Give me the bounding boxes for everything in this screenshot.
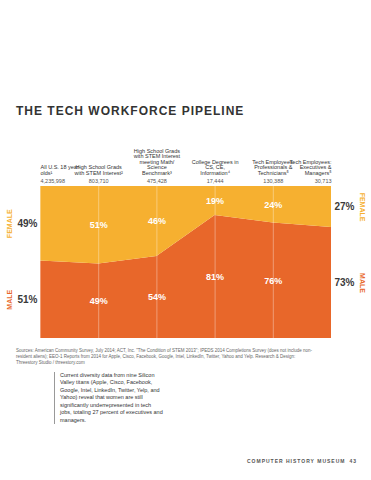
svg-text:High School Gradswith STEM Int: High School Gradswith STEM Interest² (74, 164, 123, 176)
svg-text:130,388: 130,388 (263, 178, 283, 184)
html-text:Sources: American Community Su: Sources: American Community Survey, July… (16, 348, 312, 365)
svg-text:475,428: 475,428 (147, 178, 167, 184)
html-text:THE TECH WORKFORCE PIPELINE: THE TECH WORKFORCE PIPELINE (16, 104, 245, 118)
svg-text:51%: 51% (90, 220, 108, 230)
svg-text:FEMALE: FEMALE (6, 209, 13, 238)
html-text:43: 43 (349, 458, 357, 464)
svg-text:51%: 51% (17, 294, 37, 305)
html-text:COMPUTER HISTORY MUSEUM: COMPUTER HISTORY MUSEUM (247, 458, 346, 464)
svg-text:19%: 19% (206, 196, 224, 206)
svg-text:17,444: 17,444 (207, 178, 224, 184)
svg-text:24%: 24% (264, 200, 282, 210)
svg-text:4,235,998: 4,235,998 (41, 178, 65, 184)
svg-text:49%: 49% (90, 296, 108, 306)
svg-text:MALE: MALE (359, 273, 366, 293)
svg-text:Tech Employees:Professionals &: Tech Employees:Professionals &Technician… (252, 159, 294, 176)
svg-text:803,710: 803,710 (89, 178, 109, 184)
html-text:Current diversity data from ni: Current diversity data from nine Silicon… (60, 372, 163, 423)
svg-text:49%: 49% (17, 218, 37, 229)
html-text:All U.S. 18 year-: All U.S. 18 year- (40, 164, 81, 170)
svg-text:46%: 46% (148, 216, 166, 226)
svg-text:27%: 27% (335, 201, 355, 212)
svg-text:High School Gradswith STEM Int: High School Gradswith STEM Interestmeeti… (133, 148, 181, 176)
svg-text:54%: 54% (148, 292, 166, 302)
svg-text:73%: 73% (335, 277, 355, 288)
svg-text:College Degrees inCS, CE,Infor: College Degrees inCS, CE,Information⁴ (192, 159, 239, 176)
svg-text:81%: 81% (206, 272, 224, 282)
svg-text:76%: 76% (264, 276, 282, 286)
html-text:olds¹: olds¹ (40, 169, 53, 176)
svg-text:MALE: MALE (6, 289, 13, 309)
svg-text:FEMALE: FEMALE (359, 193, 366, 222)
svg-text:Tech Employees:Executives &Man: Tech Employees:Executives &Managers⁵ (290, 159, 332, 176)
svg-text:30,713: 30,713 (315, 178, 332, 184)
